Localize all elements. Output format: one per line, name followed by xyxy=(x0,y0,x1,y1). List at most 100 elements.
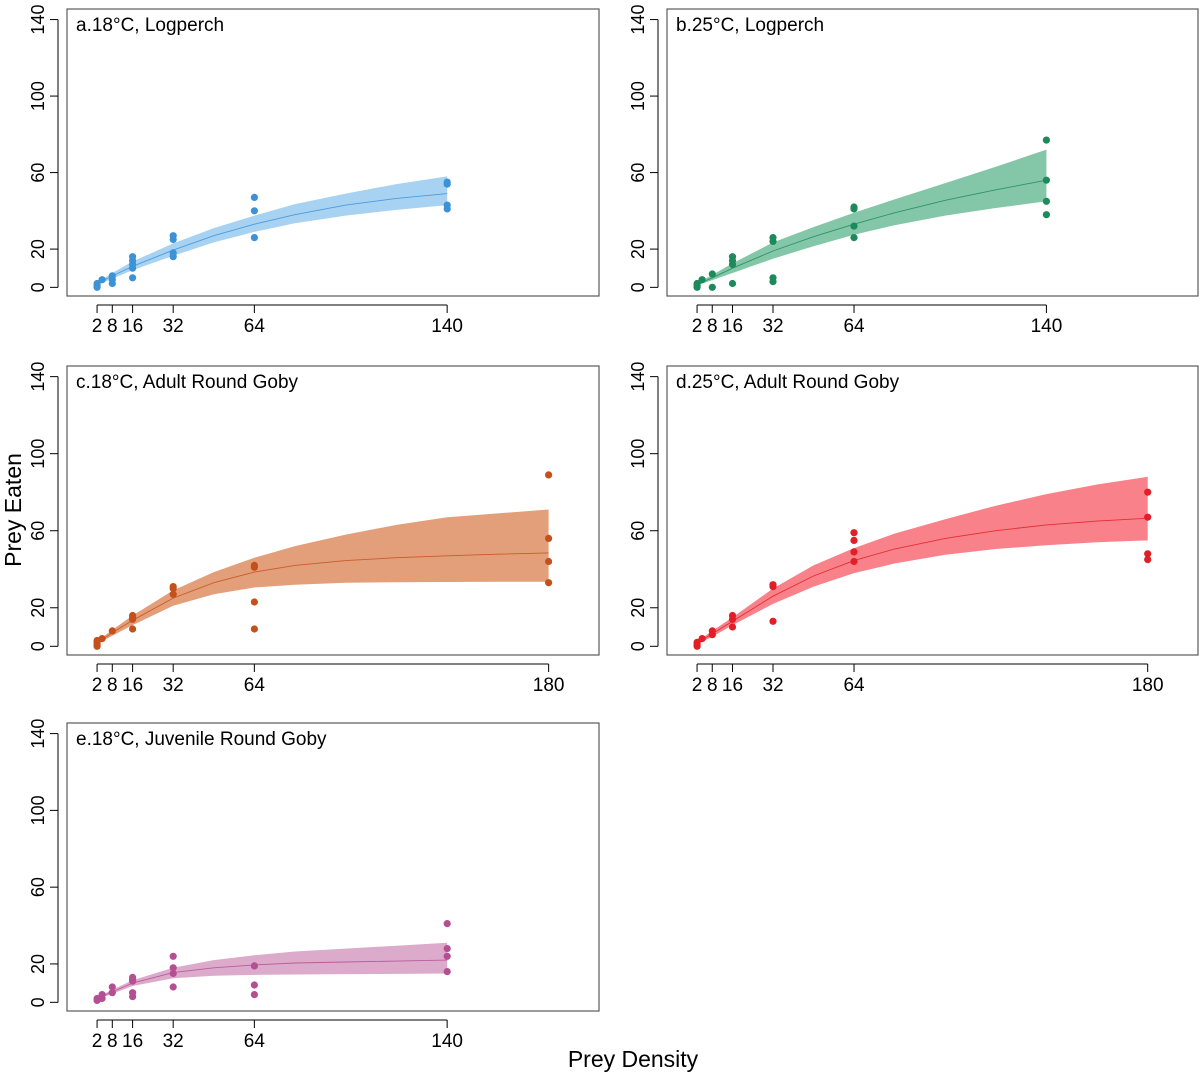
x-tick-label: 140 xyxy=(1031,316,1063,337)
y-tick-label: 20 xyxy=(28,954,48,974)
data-point xyxy=(545,579,553,587)
x-tick-label: 16 xyxy=(122,1031,143,1052)
x-tick-label: 2 xyxy=(692,675,703,696)
x-tick-label: 64 xyxy=(244,1031,266,1052)
plot-frame xyxy=(66,722,600,1012)
x-tick-label: 16 xyxy=(122,316,143,337)
y-tick-label: 20 xyxy=(28,239,48,259)
data-point xyxy=(108,983,116,991)
data-point xyxy=(1144,550,1152,558)
x-tick-label: 8 xyxy=(107,316,118,337)
data-point xyxy=(129,973,137,982)
data-point xyxy=(250,981,258,989)
data-point xyxy=(250,561,258,570)
confidence-band xyxy=(697,476,1148,644)
data-point xyxy=(129,611,137,620)
data-point xyxy=(850,557,858,566)
panel-title: c.18°C, Adult Round Goby xyxy=(76,372,299,393)
data-point xyxy=(698,635,706,643)
data-point xyxy=(693,638,701,647)
data-point xyxy=(250,193,258,201)
y-tick-label: 0 xyxy=(28,997,48,1007)
data-point xyxy=(443,178,451,186)
data-point xyxy=(1144,556,1152,564)
y-tick-label: 140 xyxy=(628,5,648,35)
fit-line xyxy=(696,179,1047,285)
data-point xyxy=(250,625,258,633)
x-tick-label: 16 xyxy=(122,675,143,696)
data-point xyxy=(129,274,137,282)
y-tick-label: 60 xyxy=(28,163,48,183)
data-point xyxy=(708,270,716,278)
data-point xyxy=(728,279,737,288)
data-point xyxy=(250,962,258,970)
data-point xyxy=(769,274,777,282)
data-point xyxy=(1144,488,1152,496)
data-point xyxy=(108,989,116,997)
y-tick-label: 0 xyxy=(28,641,48,651)
data-point xyxy=(708,283,716,291)
data-point xyxy=(93,279,101,288)
x-tick-label: 180 xyxy=(533,675,565,696)
x-tick-label: 32 xyxy=(163,1031,184,1052)
x-tick-label: 2 xyxy=(692,316,703,337)
data-point xyxy=(169,983,177,991)
data-point xyxy=(850,548,858,556)
data-point xyxy=(850,203,858,211)
panel-title: b.25°C, Logperch xyxy=(676,15,824,36)
y-axis-label: Prey Eaten xyxy=(0,453,26,567)
fit-line xyxy=(96,193,448,285)
y-tick-label: 60 xyxy=(28,521,48,541)
y-tick-label: 0 xyxy=(28,282,48,292)
data-point xyxy=(108,272,116,280)
plot-frame xyxy=(666,365,1199,656)
data-point xyxy=(169,952,177,960)
panel-title: e.18°C, Juvenile Round Goby xyxy=(76,729,327,750)
panel-e: 0 20 60 100 140 2 8 16 32 64 140 e.18°C, Juvenile R… xyxy=(28,719,600,1052)
data-point xyxy=(169,969,177,978)
data-point xyxy=(250,207,258,215)
x-tick-label: 16 xyxy=(722,316,743,337)
y-tick-label: 60 xyxy=(628,521,648,541)
y-tick-label: 100 xyxy=(28,81,48,111)
data-point xyxy=(98,991,106,999)
y-tick-label: 20 xyxy=(28,598,48,618)
x-axis-label: Prey Density xyxy=(568,1046,699,1072)
data-point xyxy=(129,625,137,633)
data-point xyxy=(728,611,737,620)
x-tick-label: 64 xyxy=(244,316,266,337)
data-point xyxy=(728,253,737,261)
x-tick-label: 32 xyxy=(762,316,783,337)
plot-frame xyxy=(66,8,600,297)
confidence-band xyxy=(97,176,448,286)
panel-b: 0 20 60 100 140 2 8 16 32 64 140 b.25°C, Logperch xyxy=(628,5,1199,337)
fit-line xyxy=(696,517,1148,644)
data-point xyxy=(169,583,177,591)
data-point xyxy=(1144,513,1152,521)
plot-frame xyxy=(666,8,1199,297)
data-point xyxy=(98,276,106,284)
data-point xyxy=(108,627,116,635)
data-point xyxy=(443,952,451,960)
y-tick-label: 60 xyxy=(28,877,48,897)
panel-a: 0 20 60 100 140 2 8 16 32 64 140 a.18°C, Logperch xyxy=(28,5,600,337)
x-tick-label: 2 xyxy=(92,1031,103,1052)
data-point xyxy=(769,234,777,242)
x-tick-label: 140 xyxy=(431,316,463,337)
data-point xyxy=(698,276,706,284)
y-tick-label: 20 xyxy=(628,598,648,618)
x-tick-label: 8 xyxy=(107,1031,118,1052)
data-point xyxy=(728,623,737,631)
y-tick-label: 0 xyxy=(628,282,648,292)
panel-title: d.25°C, Adult Round Goby xyxy=(676,372,900,393)
data-point xyxy=(850,536,858,545)
data-point xyxy=(129,989,137,997)
confidence-band xyxy=(97,509,549,644)
data-point xyxy=(850,222,858,230)
data-point xyxy=(545,534,553,543)
panel-title: a.18°C, Logperch xyxy=(76,15,224,36)
data-point xyxy=(850,529,858,537)
panel-c: 0 20 60 100 140 2 8 16 32 64 180 c.18°C, Adult Roun… xyxy=(28,362,600,696)
